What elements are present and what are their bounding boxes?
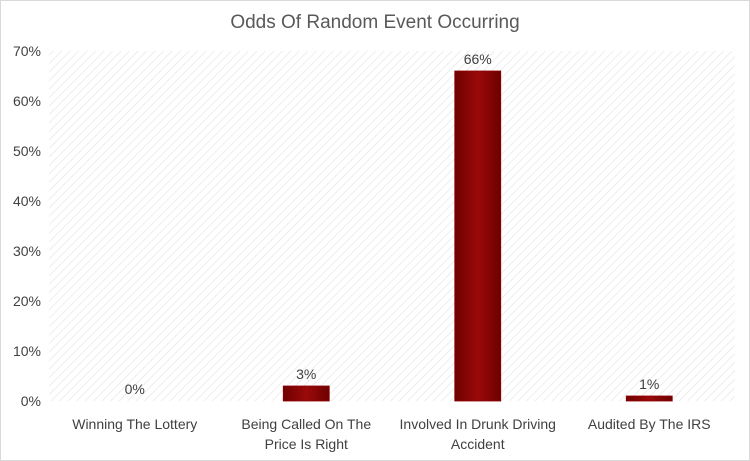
bars-group [282, 70, 673, 402]
data-label: 3% [296, 366, 316, 382]
chart-title: Odds Of Random Event Occurring [230, 12, 519, 33]
x-category-label: Involved In Drunk Driving [400, 416, 556, 432]
x-category-label: Price Is Right [265, 436, 348, 452]
data-label: 1% [639, 376, 659, 392]
data-labels-group: 0% 3% 66% 1% [125, 51, 660, 397]
data-label: 0% [125, 381, 145, 397]
bar [454, 70, 502, 402]
y-tick-label: 60% [13, 93, 41, 109]
y-tick-label: 30% [13, 243, 41, 259]
y-tick-label: 40% [13, 193, 41, 209]
y-tick-label: 50% [13, 143, 41, 159]
x-category-label: Being Called On The [241, 416, 371, 432]
bar [625, 395, 673, 402]
y-tick-label: 0% [21, 393, 41, 409]
y-axis: 0% 10% 20% 30% 40% 50% 60% 70% [13, 43, 41, 409]
x-category-label: Winning The Lottery [72, 416, 197, 432]
data-label: 66% [464, 51, 492, 67]
bar [282, 385, 330, 402]
y-tick-label: 10% [13, 343, 41, 359]
x-axis: Winning The Lottery Being Called On The Pr… [72, 416, 710, 452]
y-tick-label: 70% [13, 43, 41, 59]
x-category-label: Accident [451, 436, 505, 452]
plot-area [49, 51, 735, 401]
x-category-label: Audited By The IRS [588, 416, 711, 432]
y-tick-label: 20% [13, 293, 41, 309]
